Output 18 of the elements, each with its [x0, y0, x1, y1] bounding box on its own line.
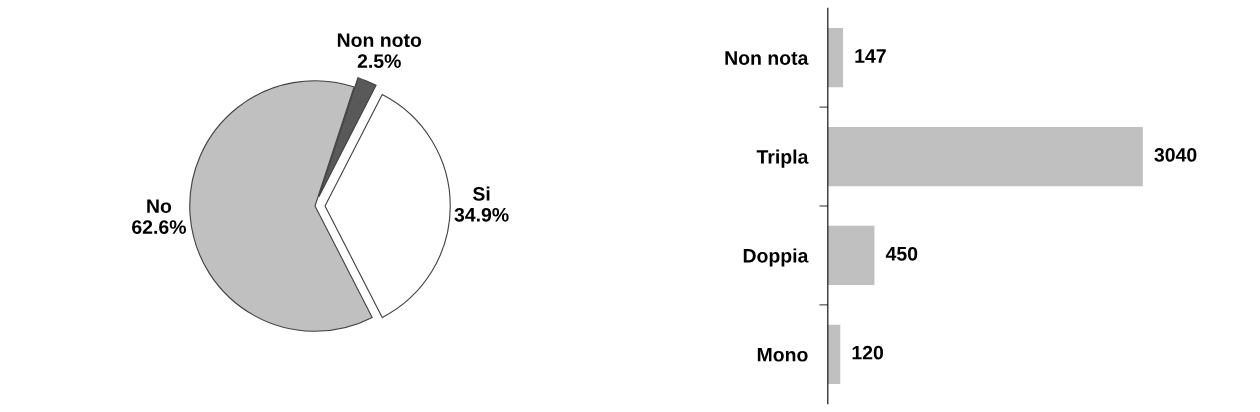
bar: [827, 324, 841, 384]
bar: [827, 28, 844, 88]
y-tick-label: Mono: [757, 347, 808, 362]
slice-label: Non noto: [337, 33, 422, 48]
data-label: 120: [852, 345, 884, 360]
y-tick-label: Tripla: [756, 149, 809, 168]
y-tick-label: Doppia: [743, 248, 809, 267]
slice-label: Si: [472, 186, 490, 201]
data-label: 3040: [1154, 148, 1197, 162]
y-tick-label: Non nota: [725, 51, 809, 65]
data-label: 34.9%: [454, 207, 509, 222]
data-label: 2.5%: [357, 54, 401, 68]
data-label: 147: [855, 49, 886, 63]
bar: [827, 126, 1143, 187]
data-label: 450: [885, 246, 918, 261]
bar: [827, 225, 875, 286]
slice-label: No: [147, 199, 172, 214]
data-label: 62.6%: [132, 220, 186, 234]
